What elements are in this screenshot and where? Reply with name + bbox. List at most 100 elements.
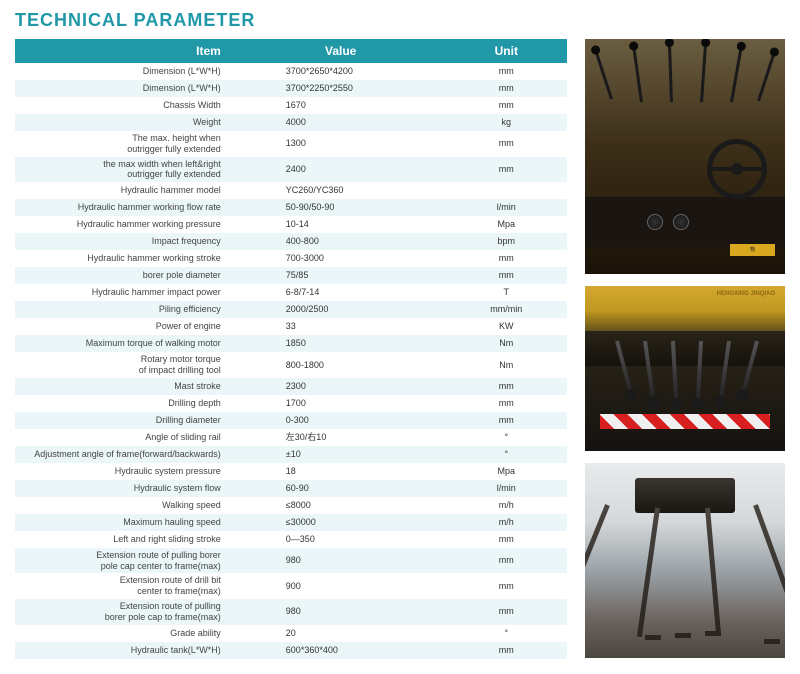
table-row: Rotary motor torqueof impact drilling to… [15, 352, 567, 378]
unit-cell: Nm [446, 335, 567, 352]
table-row: Angle of sliding rail左30/右10° [15, 429, 567, 446]
unit-cell: l/min [446, 480, 567, 497]
table-row: Dimension (L*W*H)3700*2650*4200mm [15, 63, 567, 80]
table-row: Hydraulic hammer modelYC260/YC360 [15, 182, 567, 199]
unit-cell: m/h [446, 497, 567, 514]
steering-wheel-icon [707, 139, 767, 199]
item-cell: Hydraulic hammer working flow rate [15, 199, 236, 216]
item-cell: Hydraulic hammer working pressure [15, 216, 236, 233]
table-row: Hydraulic hammer working stroke700-3000m… [15, 250, 567, 267]
unit-cell: ° [446, 429, 567, 446]
item-cell: Hydraulic hammer impact power [15, 284, 236, 301]
table-row: Hydraulic tank(L*W*H)600*360*400mm [15, 642, 567, 659]
table-row: Drilling depth1700mm [15, 395, 567, 412]
item-cell: Impact frequency [15, 233, 236, 250]
images-column: 物 HENGXING JINQIAO [585, 39, 785, 659]
value-cell: 1670 [236, 97, 446, 114]
item-cell: Maximum hauling speed [15, 514, 236, 531]
unit-cell: l/min [446, 199, 567, 216]
table-body: Dimension (L*W*H)3700*2650*4200mmDimensi… [15, 63, 567, 659]
table-row: Weight4000kg [15, 114, 567, 131]
table-row: Piling efficiency2000/2500mm/min [15, 301, 567, 318]
value-cell: 75/85 [236, 267, 446, 284]
table-row: Extension route of drill bitcenter to fr… [15, 573, 567, 599]
table-row: Dimension (L*W*H)3700*2250*2550mm [15, 80, 567, 97]
unit-cell: mm [446, 573, 567, 599]
item-cell: Piling efficiency [15, 301, 236, 318]
item-cell: Hydraulic system pressure [15, 463, 236, 480]
product-image-cockpit: 物 [585, 39, 785, 274]
value-cell: 10-14 [236, 216, 446, 233]
page-title: TECHNICAL PARAMETER [15, 10, 785, 31]
unit-cell: mm [446, 548, 567, 574]
item-cell: The max. height whenoutrigger fully exte… [15, 131, 236, 157]
value-cell: 1700 [236, 395, 446, 412]
table-row: the max width when left&rightoutrigger f… [15, 157, 567, 183]
header-unit: Unit [446, 39, 567, 63]
item-cell: Rotary motor torqueof impact drilling to… [15, 352, 236, 378]
item-cell: Extension route of pulling borerpole cap… [15, 548, 236, 574]
value-cell: 33 [236, 318, 446, 335]
unit-cell: mm [446, 599, 567, 625]
header-value: Value [236, 39, 446, 63]
item-cell: Hydraulic hammer model [15, 182, 236, 199]
cockpit-label: 物 [730, 244, 775, 256]
unit-cell: mm [446, 80, 567, 97]
table-row: Left and right sliding stroke0—350mm [15, 531, 567, 548]
value-cell: 20 [236, 625, 446, 642]
value-cell: 800-1800 [236, 352, 446, 378]
unit-cell: mm [446, 531, 567, 548]
item-cell: Walking speed [15, 497, 236, 514]
unit-cell: mm [446, 412, 567, 429]
unit-cell: T [446, 284, 567, 301]
table-row: Hydraulic hammer impact power6-8/7-14T [15, 284, 567, 301]
table-row: Impact frequency400-800bpm [15, 233, 567, 250]
value-cell: 0—350 [236, 531, 446, 548]
unit-cell: mm [446, 378, 567, 395]
item-cell: Drilling depth [15, 395, 236, 412]
value-cell: 900 [236, 573, 446, 599]
table-row: Hydraulic system pressure18Mpa [15, 463, 567, 480]
value-cell: ±10 [236, 446, 446, 463]
unit-cell [446, 182, 567, 199]
unit-cell: mm [446, 250, 567, 267]
header-item: Item [15, 39, 236, 63]
value-cell: 0-300 [236, 412, 446, 429]
unit-cell: mm [446, 97, 567, 114]
table-row: Drilling diameter0-300mm [15, 412, 567, 429]
value-cell: 2300 [236, 378, 446, 395]
table-row: Hydraulic hammer working pressure10-14Mp… [15, 216, 567, 233]
item-cell: Left and right sliding stroke [15, 531, 236, 548]
table-row: Adjustment angle of frame(forward/backwa… [15, 446, 567, 463]
item-cell: Power of engine [15, 318, 236, 335]
unit-cell: bpm [446, 233, 567, 250]
unit-cell: mm/min [446, 301, 567, 318]
item-cell: Weight [15, 114, 236, 131]
value-cell: 2400 [236, 157, 446, 183]
table-row: borer pole diameter75/85mm [15, 267, 567, 284]
product-image-levers: HENGXING JINQIAO [585, 286, 785, 451]
content-container: Item Value Unit Dimension (L*W*H)3700*26… [15, 39, 785, 659]
unit-cell: m/h [446, 514, 567, 531]
table-row: Maximum hauling speed≤30000m/h [15, 514, 567, 531]
value-cell: 400-800 [236, 233, 446, 250]
unit-cell: mm [446, 131, 567, 157]
table-row: Maximum torque of walking motor1850Nm [15, 335, 567, 352]
value-cell: 3700*2250*2550 [236, 80, 446, 97]
table-container: Item Value Unit Dimension (L*W*H)3700*26… [15, 39, 567, 659]
table-row: Power of engine33KW [15, 318, 567, 335]
value-cell: 980 [236, 548, 446, 574]
table-row: Hydraulic system flow60-90l/min [15, 480, 567, 497]
value-cell: 6-8/7-14 [236, 284, 446, 301]
value-cell: 4000 [236, 114, 446, 131]
value-cell: 18 [236, 463, 446, 480]
value-cell: 700-3000 [236, 250, 446, 267]
table-row: Mast stroke2300mm [15, 378, 567, 395]
item-cell: Mast stroke [15, 378, 236, 395]
unit-cell: ° [446, 446, 567, 463]
value-cell: 左30/右10 [236, 429, 446, 446]
table-row: Walking speed≤8000m/h [15, 497, 567, 514]
unit-cell: Nm [446, 352, 567, 378]
table-row: The max. height whenoutrigger fully exte… [15, 131, 567, 157]
table-row: Extension route of pulling borerpole cap… [15, 548, 567, 574]
